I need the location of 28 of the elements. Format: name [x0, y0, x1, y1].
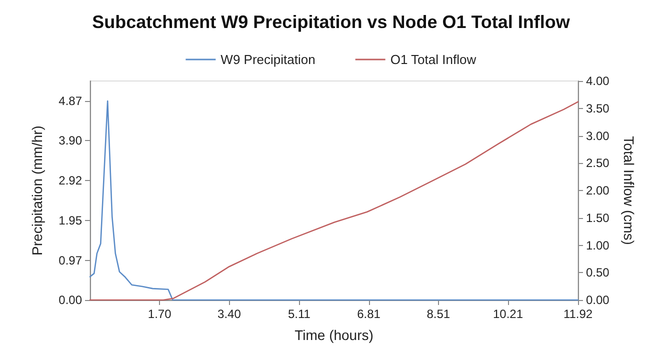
y2-tick-label: 0.00: [586, 293, 610, 307]
y-axis-title: Precipitation (mm/hr): [29, 126, 45, 256]
y2-tick-label: 3.50: [586, 101, 610, 116]
chart-title: Subcatchment W9 Precipitation vs Node O1 Total Inflow: [92, 12, 571, 32]
x-tick-label: 1.70: [148, 307, 172, 321]
legend-label: W9 Precipitation: [220, 52, 316, 67]
y-tick-label: 0.00: [58, 293, 82, 307]
y2-tick-label: 4.00: [586, 74, 610, 88]
y2-tick-label: 1.00: [586, 238, 610, 252]
x-tick-label: 5.11: [288, 307, 311, 321]
y2-tick-label: 2.00: [586, 184, 610, 198]
legend-label: O1 Total Inflow: [390, 52, 477, 67]
x-tick-label: 6.81: [357, 307, 381, 321]
x-tick-label: 11.92: [563, 307, 593, 321]
y-tick-label: 4.87: [58, 94, 82, 108]
y2-tick-label: 0.50: [586, 266, 610, 280]
y2-tick-label: 2.50: [586, 156, 610, 170]
x-tick-label: 3.40: [218, 307, 242, 321]
y2-tick-label: 3.00: [586, 128, 610, 143]
y2-axis-title: Total Inflow (cms): [621, 136, 637, 245]
y-tick-label: 2.92: [58, 174, 82, 188]
y-tick-label: 3.90: [58, 134, 82, 148]
y-tick-label: 0.97: [58, 253, 82, 268]
x-axis-title: Time (hours): [294, 327, 374, 343]
x-tick-label: 10.21: [492, 307, 524, 321]
y-tick-label: 1.95: [58, 213, 82, 228]
y2-tick-label: 1.50: [586, 210, 610, 225]
x-tick-label: 8.51: [426, 307, 450, 321]
